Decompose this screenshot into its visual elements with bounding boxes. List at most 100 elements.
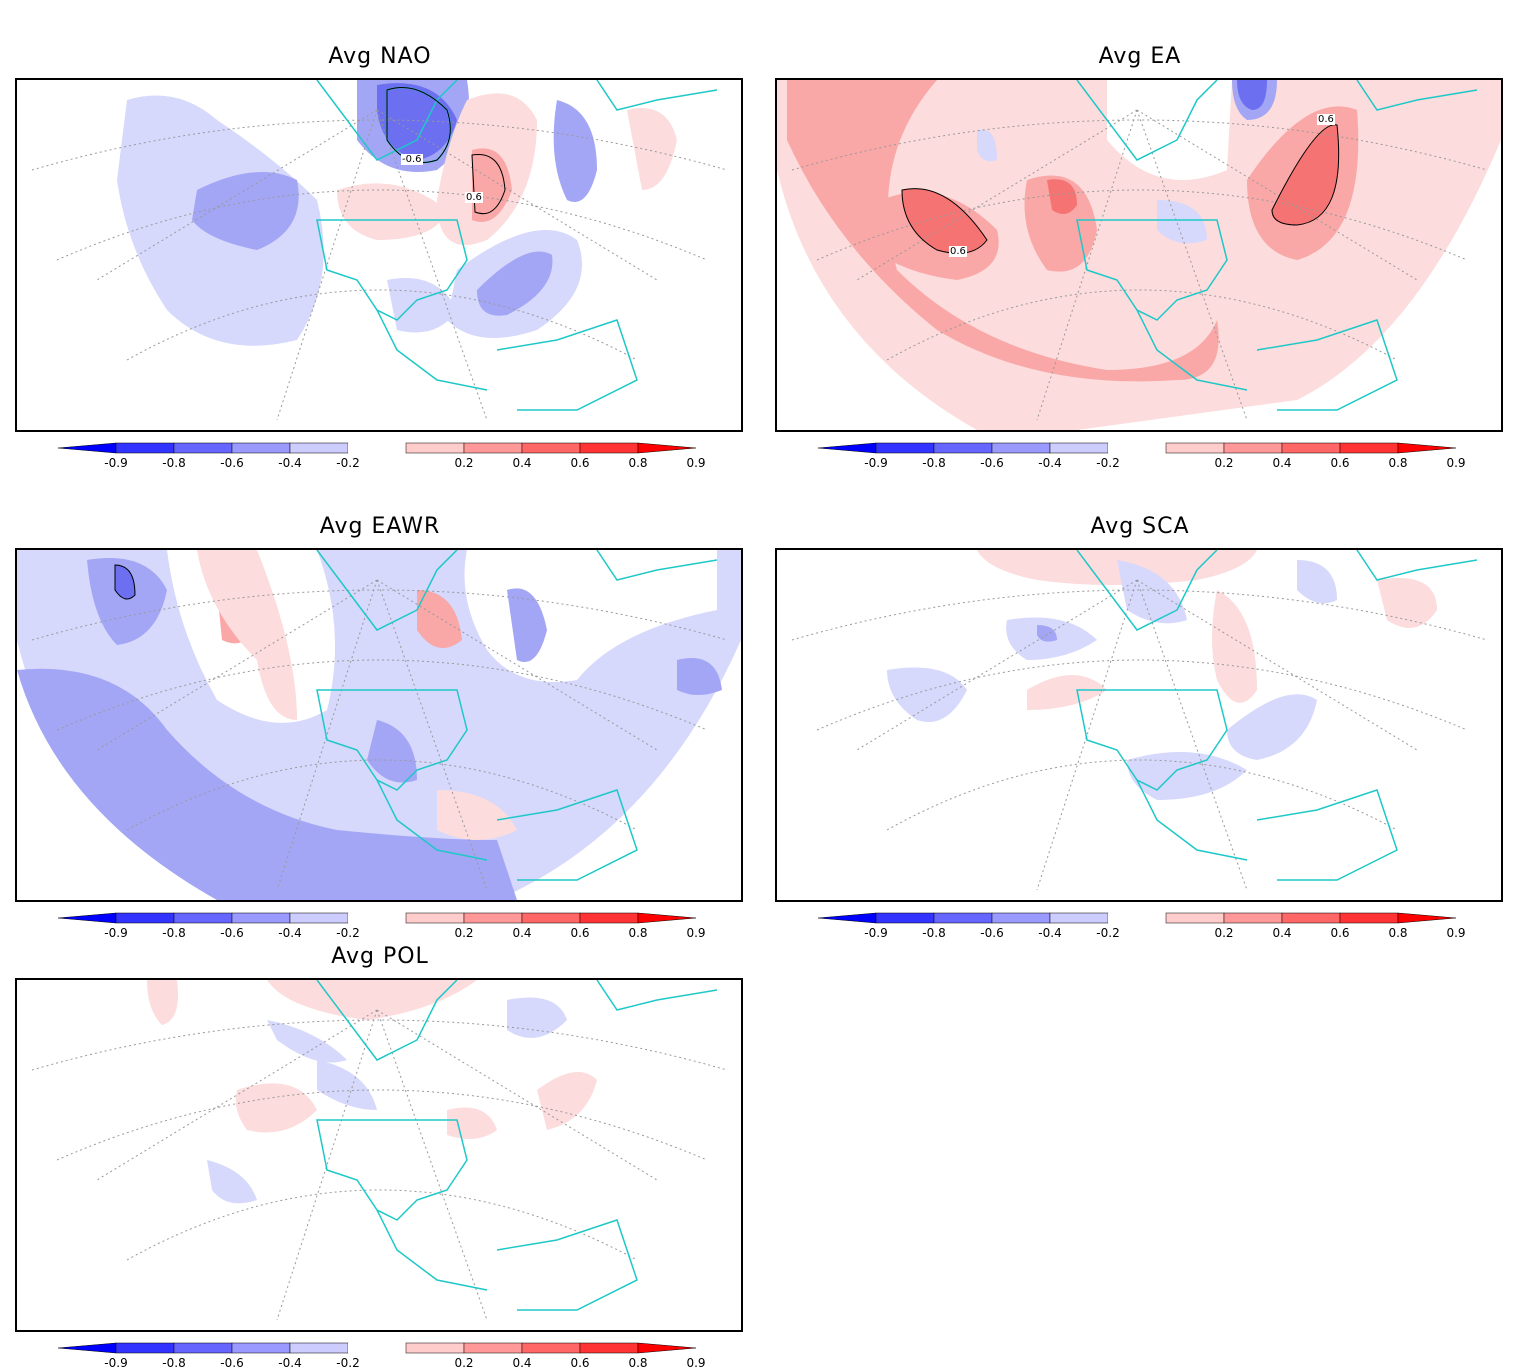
- neg-anomaly-region: [887, 667, 967, 722]
- pos-anomaly-region: [1272, 124, 1339, 225]
- colorbar-tick-label: 0.6: [570, 1356, 590, 1370]
- contour-label: 0.6: [465, 192, 483, 203]
- colorbar-segment: [231, 1342, 291, 1354]
- colorbar-tick-label: -0.2: [1096, 926, 1120, 940]
- colorbar-segment: [1049, 912, 1109, 924]
- colorbar-tick-label: -0.8: [922, 926, 946, 940]
- panel-title: Avg EAWR: [319, 514, 441, 539]
- contour-label: -0.6: [401, 154, 423, 165]
- colorbar-arrow-low: [817, 912, 877, 924]
- panel-pol: Avg POL -0.: [0, 900, 760, 1370]
- colorbar-tick-label: 0.9: [1446, 926, 1466, 940]
- colorbar-segment: [991, 442, 1051, 454]
- pos-anomaly-region: [437, 790, 517, 840]
- colorbar-tick-label: 0.6: [1330, 456, 1350, 470]
- coastline: [1256, 319, 1398, 411]
- colorbar-tick-label: -0.8: [922, 456, 946, 470]
- colorbar-arrow-high: [637, 1342, 697, 1354]
- coastline: [316, 1119, 468, 1221]
- coastline: [376, 309, 488, 391]
- panel-title: Avg EA: [1098, 44, 1182, 69]
- neg-anomaly-region: [367, 720, 417, 783]
- colorbar-segment: [1281, 912, 1341, 924]
- colorbar-segment: [875, 912, 935, 924]
- pos-anomaly-region: [337, 183, 447, 240]
- colorbar-bar: [57, 1342, 697, 1354]
- panel-nao: Avg NAO: [0, 0, 760, 470]
- coastline: [596, 80, 718, 111]
- coastline: [496, 319, 638, 411]
- pos-anomaly-region: [197, 550, 297, 720]
- colorbar-segment: [521, 442, 581, 454]
- pos-anomaly-region: [627, 108, 677, 190]
- panel-eawr: Avg EAWR: [0, 470, 760, 940]
- colorbar-segment: [173, 442, 233, 454]
- colorbar-tick-label: 0.8: [628, 926, 648, 940]
- colorbar: -0.9 -0.8 -0.6 -0.4 -0.2 0.2 0.4 0.6 0.8 0.9: [817, 440, 1466, 470]
- colorbar-arrow-high: [637, 912, 697, 924]
- colorbar-tick-label: 0.2: [454, 1356, 474, 1370]
- coastline: [496, 1219, 638, 1311]
- colorbar-segment: [991, 912, 1051, 924]
- colorbar-segment: [463, 442, 523, 454]
- neg-anomaly-region: [387, 278, 457, 333]
- pos-anomaly-region: [977, 550, 1257, 585]
- neg-anomaly-region: [677, 658, 722, 695]
- colorbar-tick-label: -0.2: [1096, 456, 1120, 470]
- coastline: [1076, 80, 1218, 161]
- colorbar-segment: [933, 442, 993, 454]
- colorbar: -0.9 -0.8 -0.6 -0.4 -0.2 0.2 0.4 0.6 0.8 0.9: [57, 1340, 706, 1370]
- pos-anomaly-region: [1212, 590, 1257, 703]
- colorbar-segment: [1339, 912, 1399, 924]
- colorbar-segment: [521, 1342, 581, 1354]
- pos-anomaly-region: [147, 980, 178, 1025]
- colorbar: -0.9 -0.8 -0.6 -0.4 -0.2 0.2 0.4 0.6 0.8 0.9: [57, 440, 706, 470]
- pos-anomaly-region: [235, 1083, 317, 1133]
- white-gap: [1107, 80, 1232, 180]
- colorbar-arrow-low: [817, 442, 877, 454]
- neg-anomaly-region: [1127, 752, 1247, 800]
- colorbar-tick-label: -0.2: [336, 926, 360, 940]
- colorbar-tick-label: 0.6: [570, 926, 590, 940]
- colorbar-bar: [817, 442, 1457, 454]
- pos-anomaly-region: [787, 80, 1219, 382]
- colorbar-tick-label: -0.2: [336, 1356, 360, 1370]
- colorbar-tick-label: 0.6: [1330, 926, 1350, 940]
- colorbar-tick-label: 0.9: [686, 926, 706, 940]
- colorbar-tick-label: -0.9: [104, 456, 128, 470]
- neg-anomaly-region: [977, 129, 997, 162]
- map-frame: [775, 548, 1503, 902]
- neg-anomaly-region: [207, 1160, 257, 1204]
- coastline: [376, 779, 488, 861]
- colorbar-tick-label: -0.9: [864, 456, 888, 470]
- colorbar-arrow-high: [1397, 912, 1457, 924]
- coastline: [316, 80, 458, 161]
- colorbar-segment: [289, 442, 349, 454]
- colorbar-segment: [875, 442, 935, 454]
- panel-title: Avg NAO: [328, 44, 432, 69]
- coastline: [1136, 779, 1248, 861]
- colorbar-tick-label: -0.6: [220, 1356, 244, 1370]
- neg-anomaly-region: [17, 668, 517, 900]
- neg-anomaly-region: [115, 565, 135, 599]
- coastline: [316, 550, 458, 631]
- pos-anomaly-region: [472, 148, 512, 222]
- contour-label: 0.6: [949, 246, 967, 257]
- anomaly-map: [17, 80, 728, 430]
- neg-anomaly-region: [1117, 560, 1187, 624]
- colorbar: -0.9 -0.8 -0.6 -0.4 -0.2 0.2 0.4 0.6 0.8 0.9: [817, 910, 1466, 940]
- colorbar-tick-label: 0.2: [454, 926, 474, 940]
- contour-label: 0.6: [1317, 114, 1335, 125]
- anomaly-map: [31, 980, 728, 1321]
- colorbar-segment: [1281, 442, 1341, 454]
- neg-anomaly-region: [267, 1020, 347, 1063]
- colorbar-arrow-high: [637, 442, 697, 454]
- colorbar-segment: [579, 442, 639, 454]
- colorbar-tick-label: -0.9: [104, 926, 128, 940]
- colorbar-tick-label: -0.4: [1038, 926, 1062, 940]
- panel-title: Avg POL: [331, 944, 429, 969]
- pos-anomaly-region: [417, 590, 462, 648]
- colorbar-tick-label: 0.4: [512, 1356, 532, 1370]
- colorbar-tick-label: -0.8: [162, 1356, 186, 1370]
- neg-anomaly-region: [553, 100, 597, 202]
